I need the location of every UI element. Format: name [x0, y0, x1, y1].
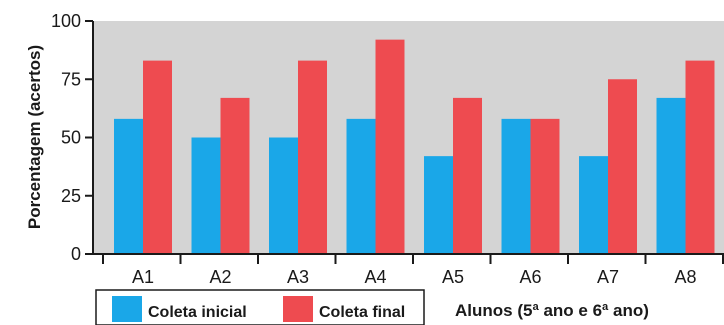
legend: Coleta inicial Coleta final: [95, 289, 425, 325]
x-tick-label-a2: A2: [209, 267, 231, 287]
legend-swatch-coleta-inicial: [112, 296, 142, 322]
bar-a8-coleta-final: [685, 60, 715, 254]
bar-a7-coleta-final: [608, 79, 637, 254]
y-tick-label-25: 25: [61, 186, 81, 206]
bars-group: [114, 39, 715, 254]
bar-a1-coleta-final: [143, 60, 172, 254]
y-tick-label-0: 0: [71, 244, 81, 264]
legend-swatch-coleta-final: [283, 296, 313, 322]
legend-box-frame: [95, 289, 425, 325]
bar-a1-coleta-inicial: [114, 118, 143, 254]
y-tick-label-100: 100: [51, 11, 81, 31]
x-tick-label-a4: A4: [364, 267, 386, 287]
bar-a8-coleta-inicial: [656, 97, 686, 254]
legend-label-coleta-inicial: Coleta inicial: [148, 304, 247, 321]
bar-a3-coleta-inicial: [269, 137, 298, 254]
bar-a5-coleta-inicial: [424, 156, 453, 254]
x-tick-label-a8: A8: [674, 267, 696, 287]
y-axis-title: Porcentagem (acertos): [25, 45, 44, 229]
bar-a5-coleta-final: [453, 97, 482, 254]
bar-a7-coleta-inicial: [579, 156, 608, 254]
bar-a2-coleta-final: [220, 97, 250, 254]
y-tick-label-75: 75: [61, 69, 81, 89]
x-tick-label-a1: A1: [132, 267, 154, 287]
bar-a6-coleta-final: [530, 118, 560, 254]
bar-a4-coleta-inicial: [346, 118, 376, 254]
y-tick-label-50: 50: [61, 128, 81, 148]
x-tick-label-a6: A6: [519, 267, 541, 287]
legend-label-coleta-final: Coleta final: [319, 304, 405, 321]
bar-a3-coleta-final: [298, 60, 327, 254]
x-axis-title: Alunos (5ª ano e 6ª ano): [455, 301, 649, 320]
x-tick-label-a3: A3: [287, 267, 309, 287]
bar-a6-coleta-inicial: [501, 118, 531, 254]
y-ticks-group: 0 25 50 75 100: [51, 11, 93, 264]
bar-a2-coleta-inicial: [191, 137, 221, 254]
bar-a4-coleta-final: [375, 39, 405, 254]
x-ticks-group: A1 A2 A3 A4 A5 A6 A7 A8: [102, 254, 724, 287]
x-tick-label-a7: A7: [597, 267, 619, 287]
x-tick-label-a5: A5: [442, 267, 464, 287]
